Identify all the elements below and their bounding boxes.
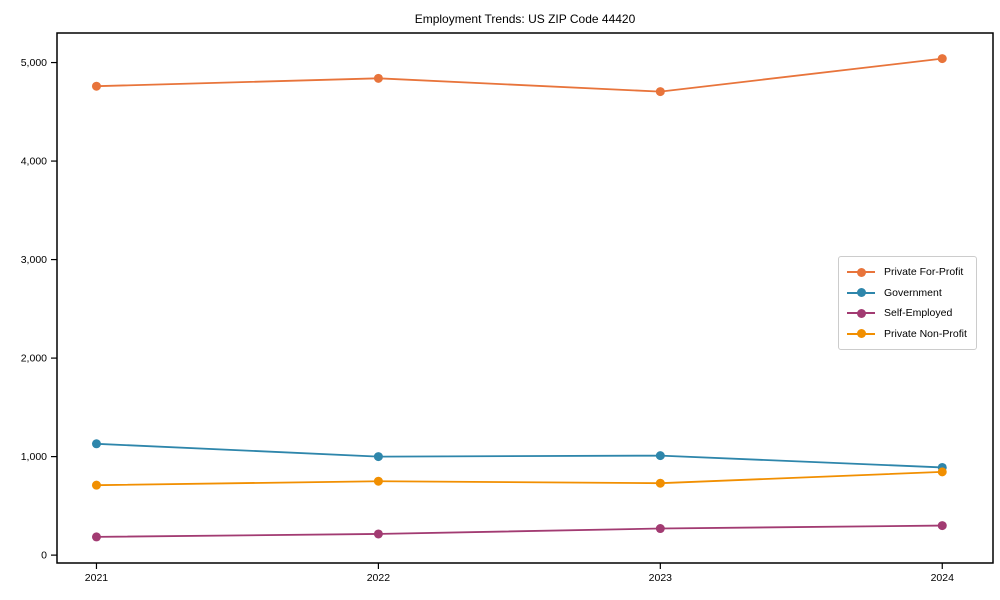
data-point-private-non-profit	[937, 467, 947, 477]
y-tick-label: 2,000	[21, 353, 47, 365]
y-tick-label: 0	[41, 550, 47, 562]
legend-label: Self-Employed	[884, 307, 953, 320]
data-point-private-for-profit	[655, 87, 665, 97]
data-point-self-employed	[655, 524, 665, 534]
data-point-government	[373, 452, 383, 462]
legend-swatch-icon	[847, 267, 875, 277]
legend-label: Government	[884, 286, 942, 299]
y-tick-label: 4,000	[21, 156, 47, 168]
plot-border	[56, 32, 994, 564]
x-tick-label: 2021	[85, 572, 109, 584]
data-point-self-employed	[937, 521, 947, 531]
legend-swatch-icon	[847, 329, 875, 339]
data-point-private-for-profit	[91, 81, 101, 91]
x-tick-label: 2023	[649, 572, 673, 584]
data-point-government	[655, 451, 665, 461]
series-line-government	[96, 442, 943, 469]
legend-label: Private Non-Profit	[884, 327, 967, 340]
data-point-private-non-profit	[655, 478, 665, 488]
data-point-private-for-profit	[937, 54, 947, 64]
y-tick-label: 5,000	[21, 57, 47, 69]
series-line-private-for-profit	[96, 57, 943, 93]
series-line-private-non-profit	[96, 470, 943, 487]
data-point-self-employed	[91, 532, 101, 542]
legend-label: Private For-Profit	[884, 266, 964, 279]
y-tick-label: 1,000	[21, 451, 47, 463]
legend: Private For-Profit Government Self-Employe…	[838, 256, 977, 350]
legend-item: Private Non-Profit	[847, 324, 967, 345]
legend-swatch-icon	[847, 288, 875, 298]
y-tick-label: 3,000	[21, 254, 47, 266]
data-point-private-for-profit	[373, 73, 383, 83]
x-tick-label: 2022	[367, 572, 391, 584]
legend-swatch-icon	[847, 308, 875, 318]
chart-title: Employment Trends: US ZIP Code 44420	[414, 12, 636, 26]
x-tick-label: 2024	[931, 572, 955, 584]
legend-item: Private For-Profit	[847, 262, 967, 283]
data-point-private-non-profit	[373, 476, 383, 486]
series-line-self-employed	[96, 524, 943, 538]
legend-item: Self-Employed	[847, 303, 967, 324]
data-point-self-employed	[373, 529, 383, 539]
legend-item: Government	[847, 283, 967, 304]
data-point-private-non-profit	[91, 480, 101, 490]
data-point-government	[91, 439, 101, 449]
